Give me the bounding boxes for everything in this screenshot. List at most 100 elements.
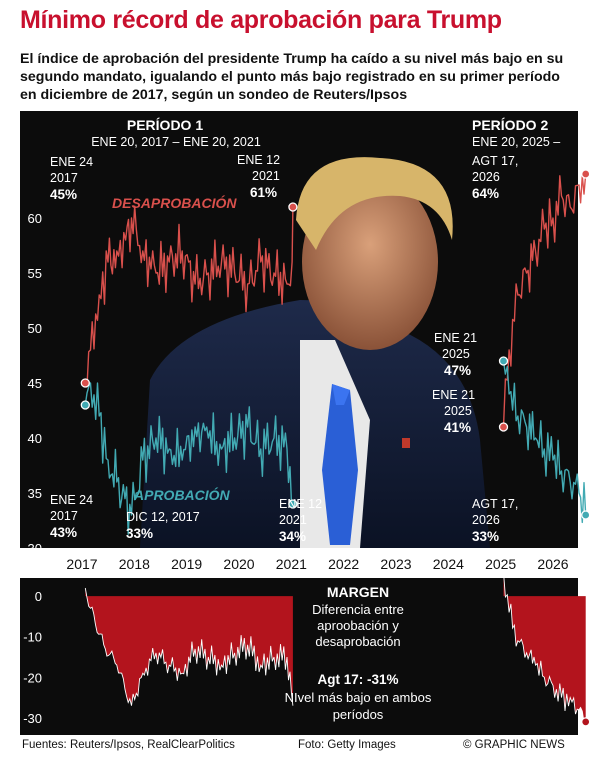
svg-text:47%: 47% [444,363,471,378]
y-tick-label: 40 [28,431,42,446]
x-tick-label: 2026 [537,556,568,572]
endpoint-marker [498,356,509,366]
annotation-end2-disapproval: AGT 17, 2026 64% [472,154,518,201]
svg-text:ENE 24: ENE 24 [50,493,93,507]
margin-callout-line2: períodos [333,707,384,722]
svg-text:2017: 2017 [50,509,78,523]
year-axis-band [20,548,578,578]
annotation-start2-approval: ENE 21 2025 47% [434,331,477,378]
x-tick-label: 2018 [119,556,150,572]
y-tick-label: 60 [28,211,42,226]
disapproval-series-label: DESAPROBACIÓN [112,194,237,211]
margin-line [84,587,294,706]
period-1-range: ENE 20, 2017 – ENE 20, 2021 [91,135,261,149]
endpoint-marker [498,422,509,432]
approval-series-label: APROBACIÓN [133,486,231,503]
page-subtitle: El índice de aprobación del presidente T… [20,51,564,103]
x-tick-label: 2019 [171,556,202,572]
svg-text:ENE 21: ENE 21 [432,388,475,402]
x-tick-label: 2022 [328,556,359,572]
x-tick-label: 2023 [380,556,411,572]
margin-desc-line2: aproobación y [317,618,399,633]
svg-text:ENE 12: ENE 12 [279,497,322,511]
svg-text:AGT 17,: AGT 17, [472,497,518,511]
footer-copyright: © GRAPHIC NEWS [463,739,565,751]
y-tick-label: 45 [28,376,42,391]
svg-text:AGT 17,: AGT 17, [472,154,518,168]
main-series [84,173,587,535]
annotation-start2-disapproval: ENE 21 2025 41% [432,388,475,435]
margin-callout-line1: NIvel más bajo en ambos [285,690,432,705]
x-axis: 2017 2018 2019 2020 2021 2022 2023 2024 2025 2026 [66,556,568,572]
y-tick-label: 50 [28,321,42,336]
annotation-end1-disapproval: ENE 12 2021 61% [237,153,280,200]
endpoint-marker [288,499,298,509]
svg-text:ENE 12: ENE 12 [237,153,280,167]
margin-y-axis: 0 -10 -20 -30 [23,589,42,726]
footer-photo-credit: Foto: Getty Images [298,739,396,751]
annotation-end2-approval: AGT 17, 2026 33% [472,497,518,544]
svg-text:DIC 12, 2017: DIC 12, 2017 [126,510,200,524]
period-2-label: PERÍODO 2 [472,117,548,133]
svg-text:34%: 34% [279,529,306,544]
margin-low-marker [581,717,591,727]
svg-text:45%: 45% [50,187,77,202]
series-line [502,173,587,428]
x-tick-label: 2025 [485,556,516,572]
margin-y-tick-label: -30 [23,711,42,726]
endpoint-marker [80,378,90,388]
main-markers [80,169,591,520]
x-tick-label: 2020 [223,556,254,572]
svg-text:ENE 24: ENE 24 [50,155,93,169]
endpoint-marker [581,510,591,520]
endpoint-marker [288,202,298,212]
x-tick-label: 2024 [433,556,464,572]
annotation-low1-approval: DIC 12, 2017 33% [126,510,200,541]
svg-text:61%: 61% [250,185,277,200]
svg-text:41%: 41% [444,420,471,435]
main-y-axis: 30 35 40 45 50 55 60 [28,211,42,556]
svg-text:ENE 21: ENE 21 [434,331,477,345]
margin-area [85,588,293,706]
portrait-photo [140,157,490,548]
svg-text:2021: 2021 [252,169,280,183]
annotation-start-approval: ENE 24 2017 43% [50,493,93,540]
margin-series [84,571,591,727]
svg-text:43%: 43% [50,525,77,540]
series-line [502,360,587,524]
page-title: Mínimo récord de aprobación para Trump [20,6,502,34]
margin-title: MARGEN [327,584,389,600]
svg-text:2026: 2026 [472,170,500,184]
y-tick-label: 30 [28,541,42,556]
y-tick-label: 35 [28,486,42,501]
margin-y-tick-label: -10 [23,630,42,645]
annotation-start-disapproval: ENE 24 2017 45% [50,155,93,202]
series-line [84,382,294,535]
svg-text:2025: 2025 [444,404,472,418]
endpoint-marker [80,400,90,410]
margin-area [503,571,586,723]
svg-text:2026: 2026 [472,513,500,527]
series-line [84,205,294,388]
margin-y-tick-label: -20 [23,670,42,685]
x-tick-label: 2021 [276,556,307,572]
x-tick-label: 2017 [66,556,97,572]
margin-y-tick-label: 0 [35,589,42,604]
annotation-end1-approval: ENE 12 2021 34% [279,497,322,544]
margin-callout-value: Agt 17: -31% [317,672,398,687]
margin-desc-line1: Diferencia entre [312,602,404,617]
endpoint-marker [581,169,591,179]
svg-text:64%: 64% [472,186,499,201]
svg-text:2017: 2017 [50,171,78,185]
margin-desc-line3: desaprobación [315,634,400,649]
svg-text:2025: 2025 [442,347,470,361]
footer-sources: Fuentes: Reuters/Ipsos, RealClearPolitic… [22,739,235,751]
period-2-range: ENE 20, 2025 – [472,135,560,149]
y-tick-label: 55 [28,266,42,281]
svg-text:2021: 2021 [279,513,307,527]
svg-text:33%: 33% [472,529,499,544]
margin-line [503,571,586,724]
period-1-label: PERÍODO 1 [127,117,203,133]
svg-text:33%: 33% [126,526,153,541]
